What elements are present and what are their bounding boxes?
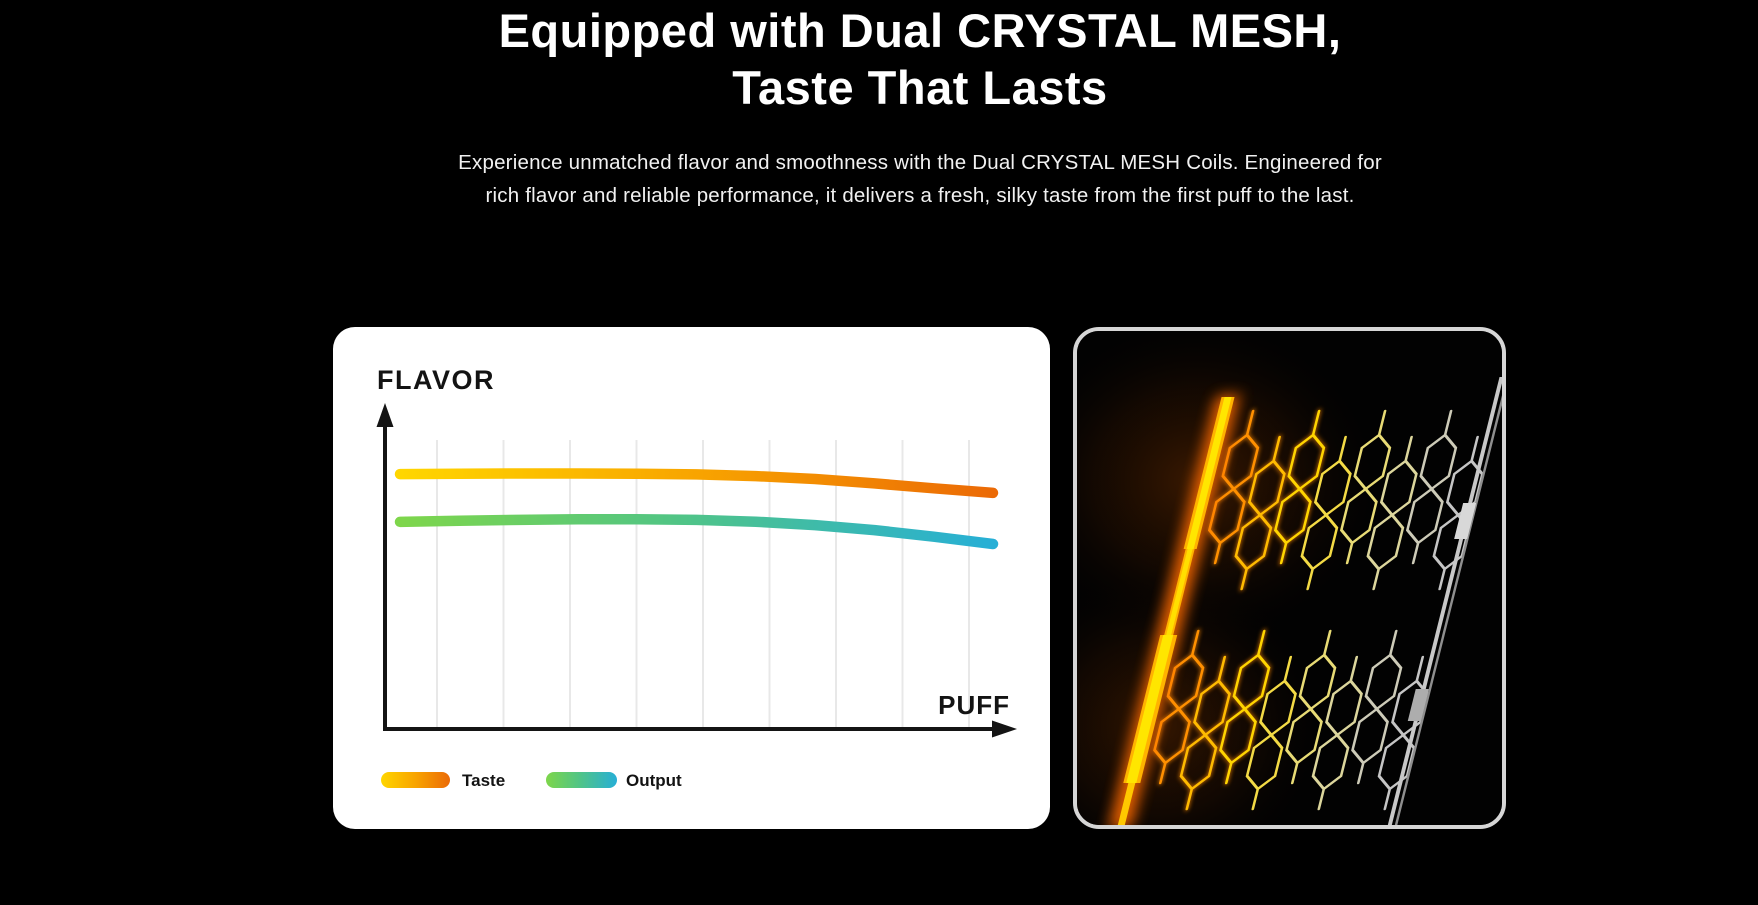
legend-label-taste: Taste (462, 771, 505, 790)
glow-bar (1107, 395, 1241, 825)
legend-swatch-output (546, 772, 617, 788)
dual-crystal-mesh-image (1077, 331, 1502, 825)
legend-swatch-taste (381, 772, 450, 788)
y-axis-label: FLAVOR (377, 365, 495, 395)
taste-line (394, 468, 999, 499)
flavor-chart: FLAVOR PUFF Taste Output (376, 365, 1017, 790)
x-axis-arrow-icon (992, 720, 1017, 738)
y-axis-arrow-icon (376, 403, 394, 427)
section-subtitle-line1: Experience unmatched flavor and smoothne… (458, 151, 1382, 174)
section-title-line1: Equipped with Dual CRYSTAL MESH, (498, 4, 1342, 57)
flavor-chart-card: FLAVOR PUFF Taste Output (333, 327, 1050, 829)
gridlines (436, 440, 970, 727)
silver-rail (1387, 377, 1502, 825)
coil-image-card (1073, 327, 1506, 829)
section-title-line2: Taste That Lasts (732, 61, 1108, 114)
section-subtitle-line2: rich flavor and reliable performance, it… (485, 184, 1355, 207)
axes (376, 403, 1017, 738)
section-title: Equipped with Dual CRYSTAL MESH, Taste T… (320, 2, 1520, 116)
mesh-structure (1107, 377, 1502, 825)
section-subtitle: Experience unmatched flavor and smoothne… (390, 146, 1450, 212)
x-axis-label: PUFF (938, 690, 1010, 720)
legend-label-output: Output (626, 771, 682, 790)
chart-legend: Taste Output (381, 771, 682, 790)
output-line (394, 514, 999, 550)
